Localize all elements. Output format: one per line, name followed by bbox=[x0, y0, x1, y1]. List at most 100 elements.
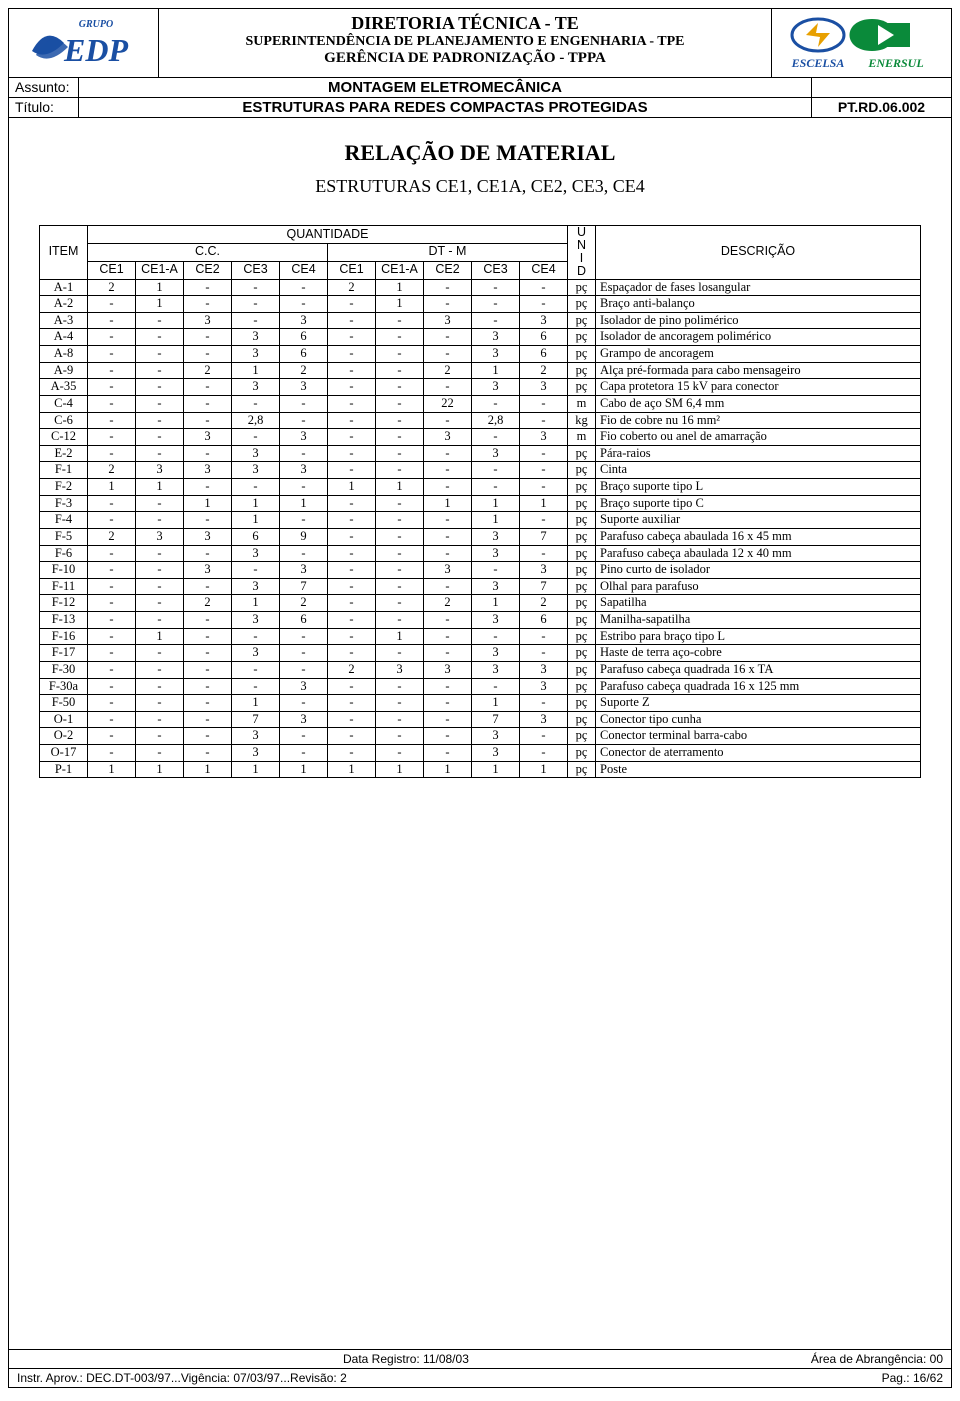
header-center: DIRETORIA TÉCNICA - TE SUPERINTENDÊNCIA … bbox=[159, 9, 771, 77]
cell-qty: - bbox=[328, 429, 376, 446]
cell-item: A-4 bbox=[40, 329, 88, 346]
cell-qty: - bbox=[328, 612, 376, 629]
cell-qty: - bbox=[136, 312, 184, 329]
cell-desc: Poste bbox=[596, 761, 921, 778]
cell-qty: 3 bbox=[520, 312, 568, 329]
cell-item: F-1 bbox=[40, 462, 88, 479]
cell-qty: - bbox=[280, 395, 328, 412]
cell-desc: Pára-raios bbox=[596, 445, 921, 462]
cell-qty: - bbox=[328, 412, 376, 429]
cell-qty: - bbox=[376, 612, 424, 629]
cell-qty: 3 bbox=[424, 562, 472, 579]
cell-desc: Estribo para braço tipo L bbox=[596, 628, 921, 645]
cell-qty: - bbox=[520, 462, 568, 479]
th-cc: C.C. bbox=[88, 243, 328, 261]
cell-qty: 1 bbox=[376, 279, 424, 296]
cell-qty: - bbox=[328, 379, 376, 396]
table-row: A-8---36---36pçGrampo de ancoragem bbox=[40, 346, 921, 363]
table-row: F-12--212--212pçSapatilha bbox=[40, 595, 921, 612]
footer-block: Data Registro: 11/08/03 Área de Abrangên… bbox=[9, 1349, 951, 1387]
cell-qty: - bbox=[184, 379, 232, 396]
cell-qty: 3 bbox=[232, 445, 280, 462]
cell-desc: Cinta bbox=[596, 462, 921, 479]
cell-qty: - bbox=[136, 645, 184, 662]
cell-qty: 1 bbox=[184, 495, 232, 512]
cell-qty: - bbox=[376, 562, 424, 579]
cell-qty: - bbox=[424, 695, 472, 712]
cell-qty: 1 bbox=[328, 479, 376, 496]
cell-qty: - bbox=[136, 545, 184, 562]
data-registro: Data Registro: 11/08/03 bbox=[335, 1350, 477, 1368]
cell-qty: - bbox=[136, 495, 184, 512]
cell-qty: 7 bbox=[520, 528, 568, 545]
cell-qty: - bbox=[376, 395, 424, 412]
data-registro-label: Data Registro: bbox=[343, 1352, 420, 1366]
cell-desc: Sapatilha bbox=[596, 595, 921, 612]
cell-qty: - bbox=[136, 412, 184, 429]
cell-qty: 1 bbox=[136, 761, 184, 778]
th-unid: UNID bbox=[568, 226, 596, 280]
cell-item: O-17 bbox=[40, 745, 88, 762]
cell-qty: - bbox=[88, 429, 136, 446]
cell-unid: pç bbox=[568, 562, 596, 579]
table-row: F-10--3-3--3-3pçPino curto de isolador bbox=[40, 562, 921, 579]
cell-qty: 2 bbox=[424, 595, 472, 612]
cell-unid: pç bbox=[568, 512, 596, 529]
cell-unid: pç bbox=[568, 479, 596, 496]
cell-qty: - bbox=[424, 479, 472, 496]
cell-item: A-2 bbox=[40, 296, 88, 313]
cell-qty: - bbox=[520, 645, 568, 662]
cell-qty: - bbox=[328, 329, 376, 346]
pag-value: 16/62 bbox=[913, 1371, 943, 1385]
svg-text:EDP: EDP bbox=[63, 32, 128, 68]
header-line3: GERÊNCIA DE PADRONIZAÇÃO - TPPA bbox=[165, 50, 765, 67]
cell-qty: - bbox=[184, 329, 232, 346]
cell-qty: - bbox=[280, 445, 328, 462]
table-row: A-121---21---pçEspaçador de fases losang… bbox=[40, 279, 921, 296]
cell-qty: 2 bbox=[88, 279, 136, 296]
cell-qty: 2 bbox=[184, 362, 232, 379]
cell-qty: - bbox=[88, 745, 136, 762]
cell-qty: 3 bbox=[424, 429, 472, 446]
cell-qty: 3 bbox=[232, 545, 280, 562]
title-sub: ESTRUTURAS CE1, CE1A, CE2, CE3, CE4 bbox=[39, 176, 921, 197]
cell-qty: - bbox=[184, 395, 232, 412]
cell-qty: 3 bbox=[232, 346, 280, 363]
cell-qty: - bbox=[280, 296, 328, 313]
cell-item: F-6 bbox=[40, 545, 88, 562]
table-row: F-6---3----3-pçParafuso cabeça abaulada … bbox=[40, 545, 921, 562]
cell-desc: Braço suporte tipo C bbox=[596, 495, 921, 512]
cell-qty: - bbox=[376, 412, 424, 429]
cell-item: O-2 bbox=[40, 728, 88, 745]
cell-desc: Manilha-sapatilha bbox=[596, 612, 921, 629]
cell-qty: - bbox=[424, 512, 472, 529]
assunto-label: Assunto: bbox=[9, 78, 79, 97]
cell-item: F-13 bbox=[40, 612, 88, 629]
area-label: Área de Abrangência: bbox=[811, 1352, 926, 1366]
th-desc: DESCRIÇÃO bbox=[596, 226, 921, 280]
cell-qty: - bbox=[328, 711, 376, 728]
cell-qty: 2 bbox=[520, 595, 568, 612]
cell-qty: - bbox=[88, 645, 136, 662]
cell-qty: 3 bbox=[232, 379, 280, 396]
cell-item: C-6 bbox=[40, 412, 88, 429]
cell-qty: - bbox=[88, 562, 136, 579]
cell-qty: 2 bbox=[424, 362, 472, 379]
cell-qty: - bbox=[424, 462, 472, 479]
cell-qty: 2 bbox=[280, 595, 328, 612]
material-table: ITEM QUANTIDADE UNID DESCRIÇÃO C.C. DT -… bbox=[39, 225, 921, 778]
cell-unid: pç bbox=[568, 379, 596, 396]
cell-qty: 1 bbox=[472, 695, 520, 712]
cell-qty: - bbox=[88, 545, 136, 562]
cell-qty: 3 bbox=[232, 462, 280, 479]
assunto-value: MONTAGEM ELETROMECÂNICA bbox=[79, 78, 811, 97]
cell-qty: - bbox=[328, 645, 376, 662]
cell-unid: pç bbox=[568, 645, 596, 662]
cell-qty: 1 bbox=[424, 495, 472, 512]
cell-unid: pç bbox=[568, 761, 596, 778]
cell-qty: 1 bbox=[232, 595, 280, 612]
cell-unid: pç bbox=[568, 346, 596, 363]
cell-unid: pç bbox=[568, 279, 596, 296]
cell-qty: - bbox=[88, 395, 136, 412]
cell-item: A-8 bbox=[40, 346, 88, 363]
